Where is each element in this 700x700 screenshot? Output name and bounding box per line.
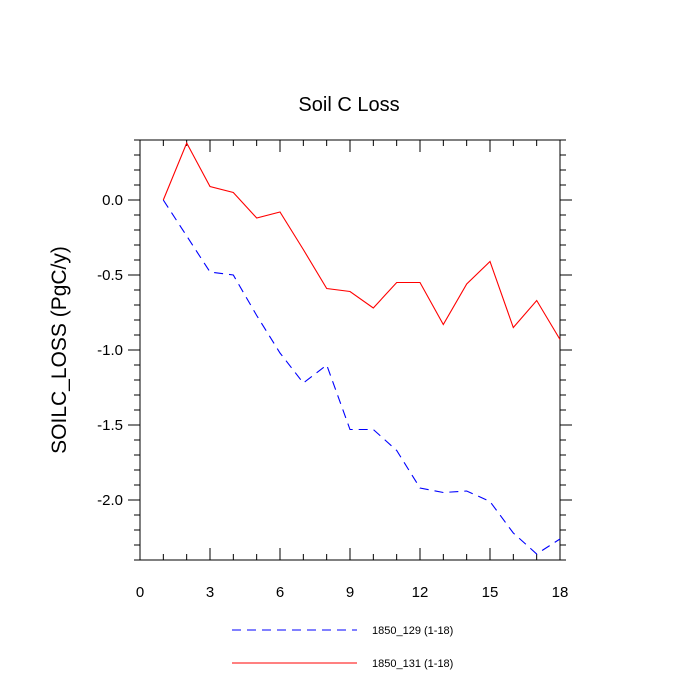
plot-frame <box>139 139 561 561</box>
y-tick-label: -1.5 <box>97 417 123 434</box>
y-tick-label: -0.5 <box>97 267 123 284</box>
chart-title: Soil C Loss <box>298 94 399 116</box>
series-line-2 <box>162 141 561 340</box>
x-tick-label: 12 <box>412 584 429 601</box>
legend-label-1: 1850_129 (1-18) <box>372 625 453 637</box>
y-tick-label: -2.0 <box>97 492 123 509</box>
x-tick-label: 18 <box>552 584 569 601</box>
axis-ticks: 0 3 6 9 12 15 18 0.0 -0.5 -1.0 -1.5 -2.0 <box>97 139 572 601</box>
legend-label-2: 1850_131 (1-18) <box>372 658 453 670</box>
x-tick-label: 15 <box>482 584 499 601</box>
x-tick-label: 0 <box>136 584 144 601</box>
x-tick-label: 3 <box>206 584 214 601</box>
y-axis-label: SOILC_LOSS (PgC/y) <box>48 246 71 454</box>
x-tick-label: 9 <box>346 584 354 601</box>
legend: 1850_129 (1-18) 1850_131 (1-18) <box>232 625 453 670</box>
series-line-1 <box>162 199 561 555</box>
y-tick-label: -1.0 <box>97 342 123 359</box>
x-tick-label: 6 <box>276 584 284 601</box>
y-tick-label: 0.0 <box>102 192 123 209</box>
series-layer <box>162 141 561 555</box>
